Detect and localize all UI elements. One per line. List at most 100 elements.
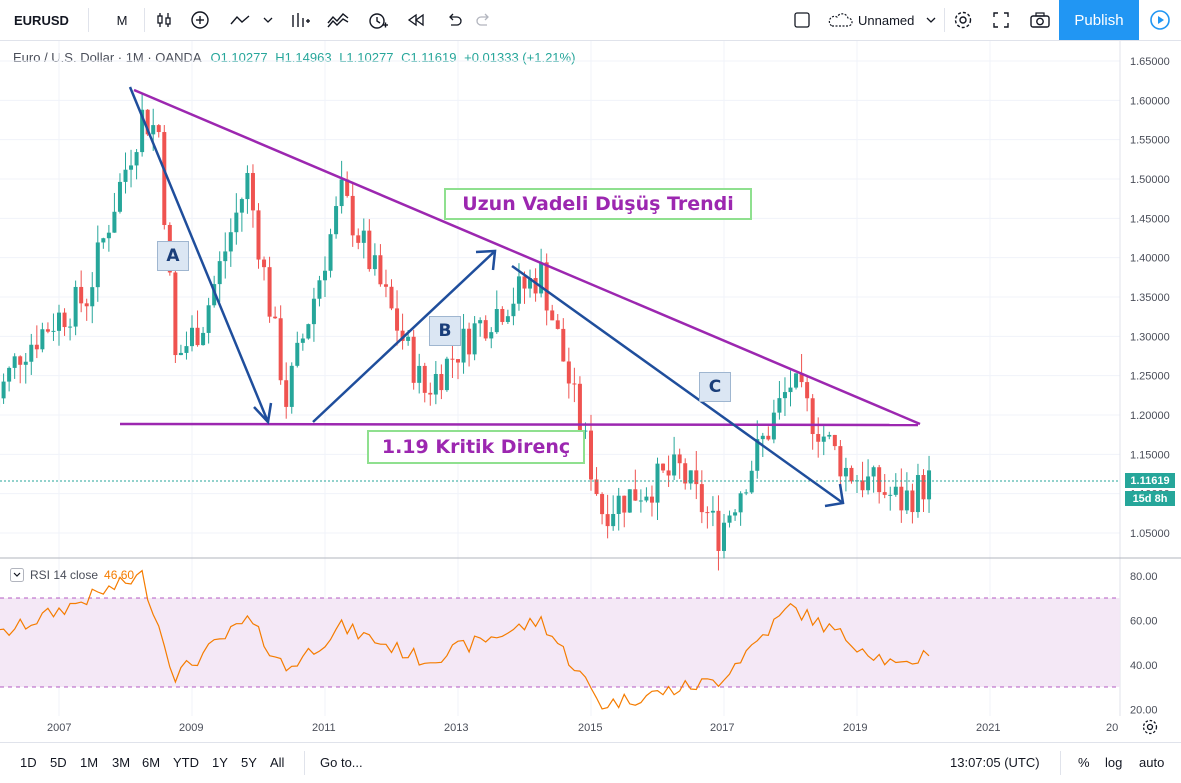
candle-body bbox=[13, 356, 17, 368]
range-5d[interactable]: 5D bbox=[50, 743, 67, 781]
candle-body bbox=[317, 280, 321, 298]
resistance-box[interactable]: 1.19 Kritik Direnç bbox=[367, 430, 585, 464]
play-icon[interactable] bbox=[1139, 0, 1181, 40]
candle-body bbox=[467, 329, 471, 355]
candles-icon[interactable] bbox=[148, 0, 180, 40]
auto-toggle[interactable]: auto bbox=[1139, 743, 1164, 781]
candle-body bbox=[7, 368, 11, 382]
time-tick: 2017 bbox=[710, 722, 734, 734]
publish-label: Publish bbox=[1074, 12, 1123, 29]
square-icon[interactable] bbox=[788, 0, 816, 40]
range-5y[interactable]: 5Y bbox=[241, 743, 257, 781]
time-axis[interactable]: 2007 2009 2011 2013 2015 2017 2019 2021 … bbox=[0, 716, 1120, 742]
range-3m[interactable]: 3M bbox=[112, 743, 130, 781]
candle-body bbox=[257, 210, 261, 259]
range-6m[interactable]: 6M bbox=[142, 743, 160, 781]
redo-icon[interactable] bbox=[470, 0, 498, 40]
goto-button[interactable]: Go to... bbox=[320, 743, 363, 781]
interval-button[interactable]: M bbox=[104, 0, 140, 40]
rsi-band bbox=[0, 598, 1120, 687]
price-chart[interactable]: 1.650001.600001.550001.500001.450001.400… bbox=[0, 41, 1181, 716]
symbol-search-button[interactable]: EURUSD bbox=[0, 0, 102, 40]
candle-body bbox=[428, 393, 432, 395]
cloud-icon bbox=[826, 12, 854, 28]
candle-body bbox=[329, 234, 333, 271]
candle-body bbox=[639, 500, 643, 501]
undo-icon[interactable] bbox=[440, 0, 468, 40]
candle-body bbox=[805, 382, 809, 398]
candle-body bbox=[284, 380, 288, 407]
label-a[interactable]: A bbox=[157, 241, 189, 271]
candle-body bbox=[705, 512, 709, 513]
line-tool-icon[interactable] bbox=[224, 0, 256, 40]
replay-icon[interactable] bbox=[400, 0, 432, 40]
clock-label: 13:07:05 (UTC) bbox=[950, 755, 1040, 770]
candle-body bbox=[489, 332, 493, 338]
price-tick: 1.40000 bbox=[1130, 253, 1170, 265]
label-c[interactable]: C bbox=[699, 372, 731, 402]
label-b[interactable]: B bbox=[429, 316, 461, 346]
range-all[interactable]: All bbox=[270, 743, 284, 781]
layout-name: Unnamed bbox=[858, 13, 914, 28]
gear-icon[interactable] bbox=[1141, 718, 1159, 739]
candle-body bbox=[68, 327, 72, 328]
range-label: 5Y bbox=[241, 755, 257, 770]
time-tick: 2013 bbox=[444, 722, 468, 734]
candle-body bbox=[838, 446, 842, 476]
candle-body bbox=[589, 431, 593, 480]
layout-name-button[interactable]: Unnamed bbox=[826, 0, 946, 40]
add-indicator-icon[interactable] bbox=[184, 0, 216, 40]
candle-body bbox=[439, 374, 443, 390]
candle-body bbox=[173, 272, 177, 355]
fullscreen-icon[interactable] bbox=[986, 0, 1016, 40]
candle-body bbox=[517, 276, 521, 303]
last-price-label: 1.11619 bbox=[1130, 475, 1169, 487]
candle-body bbox=[866, 476, 870, 490]
candle-body bbox=[162, 132, 166, 225]
candle-body bbox=[190, 328, 194, 346]
candle-body bbox=[827, 435, 831, 437]
candle-body bbox=[179, 353, 183, 355]
range-ytd[interactable]: YTD bbox=[173, 743, 199, 781]
price-tick: 1.05000 bbox=[1130, 528, 1170, 540]
bar-compare-icon[interactable] bbox=[284, 0, 316, 40]
clock[interactable]: 13:07:05 (UTC) bbox=[950, 743, 1040, 781]
candle-body bbox=[85, 303, 89, 306]
alert-icon[interactable] bbox=[362, 0, 394, 40]
toolbar-divider bbox=[1060, 751, 1061, 775]
toolbar-divider bbox=[304, 751, 305, 775]
candles bbox=[0, 93, 931, 571]
percent-toggle[interactable]: % bbox=[1078, 743, 1090, 781]
candle-body bbox=[888, 495, 892, 496]
log-toggle[interactable]: log bbox=[1105, 743, 1122, 781]
gear-icon[interactable] bbox=[948, 0, 978, 40]
candle-body bbox=[251, 173, 255, 210]
range-label: 5D bbox=[50, 755, 67, 770]
candle-body bbox=[63, 313, 67, 327]
top-toolbar: EURUSD M Unnamed bbox=[0, 0, 1181, 41]
candle-body bbox=[766, 436, 770, 440]
publish-button[interactable]: Publish bbox=[1059, 0, 1139, 40]
chevron-down-icon[interactable] bbox=[10, 568, 24, 582]
toolbar-divider bbox=[144, 8, 145, 32]
candle-body bbox=[922, 475, 926, 499]
range-1d[interactable]: 1D bbox=[20, 743, 37, 781]
candle-body bbox=[650, 497, 654, 503]
candle-body bbox=[894, 487, 898, 495]
candle-body bbox=[356, 235, 360, 243]
rsi-tick: 80.00 bbox=[1130, 571, 1158, 583]
candle-body bbox=[201, 333, 205, 345]
candle-body bbox=[495, 309, 499, 332]
candle-body bbox=[672, 454, 676, 475]
candle-body bbox=[927, 470, 931, 499]
range-1m[interactable]: 1M bbox=[80, 743, 98, 781]
range-1y[interactable]: 1Y bbox=[212, 743, 228, 781]
candle-body bbox=[750, 471, 754, 493]
candle-body bbox=[406, 337, 410, 341]
toolbar-divider bbox=[944, 8, 945, 32]
indicators-icon[interactable] bbox=[322, 0, 354, 40]
camera-icon[interactable] bbox=[1024, 0, 1056, 40]
trend-title-box[interactable]: Uzun Vadeli Düşüş Trendi bbox=[444, 188, 752, 220]
chevron-down-icon[interactable] bbox=[258, 0, 278, 40]
